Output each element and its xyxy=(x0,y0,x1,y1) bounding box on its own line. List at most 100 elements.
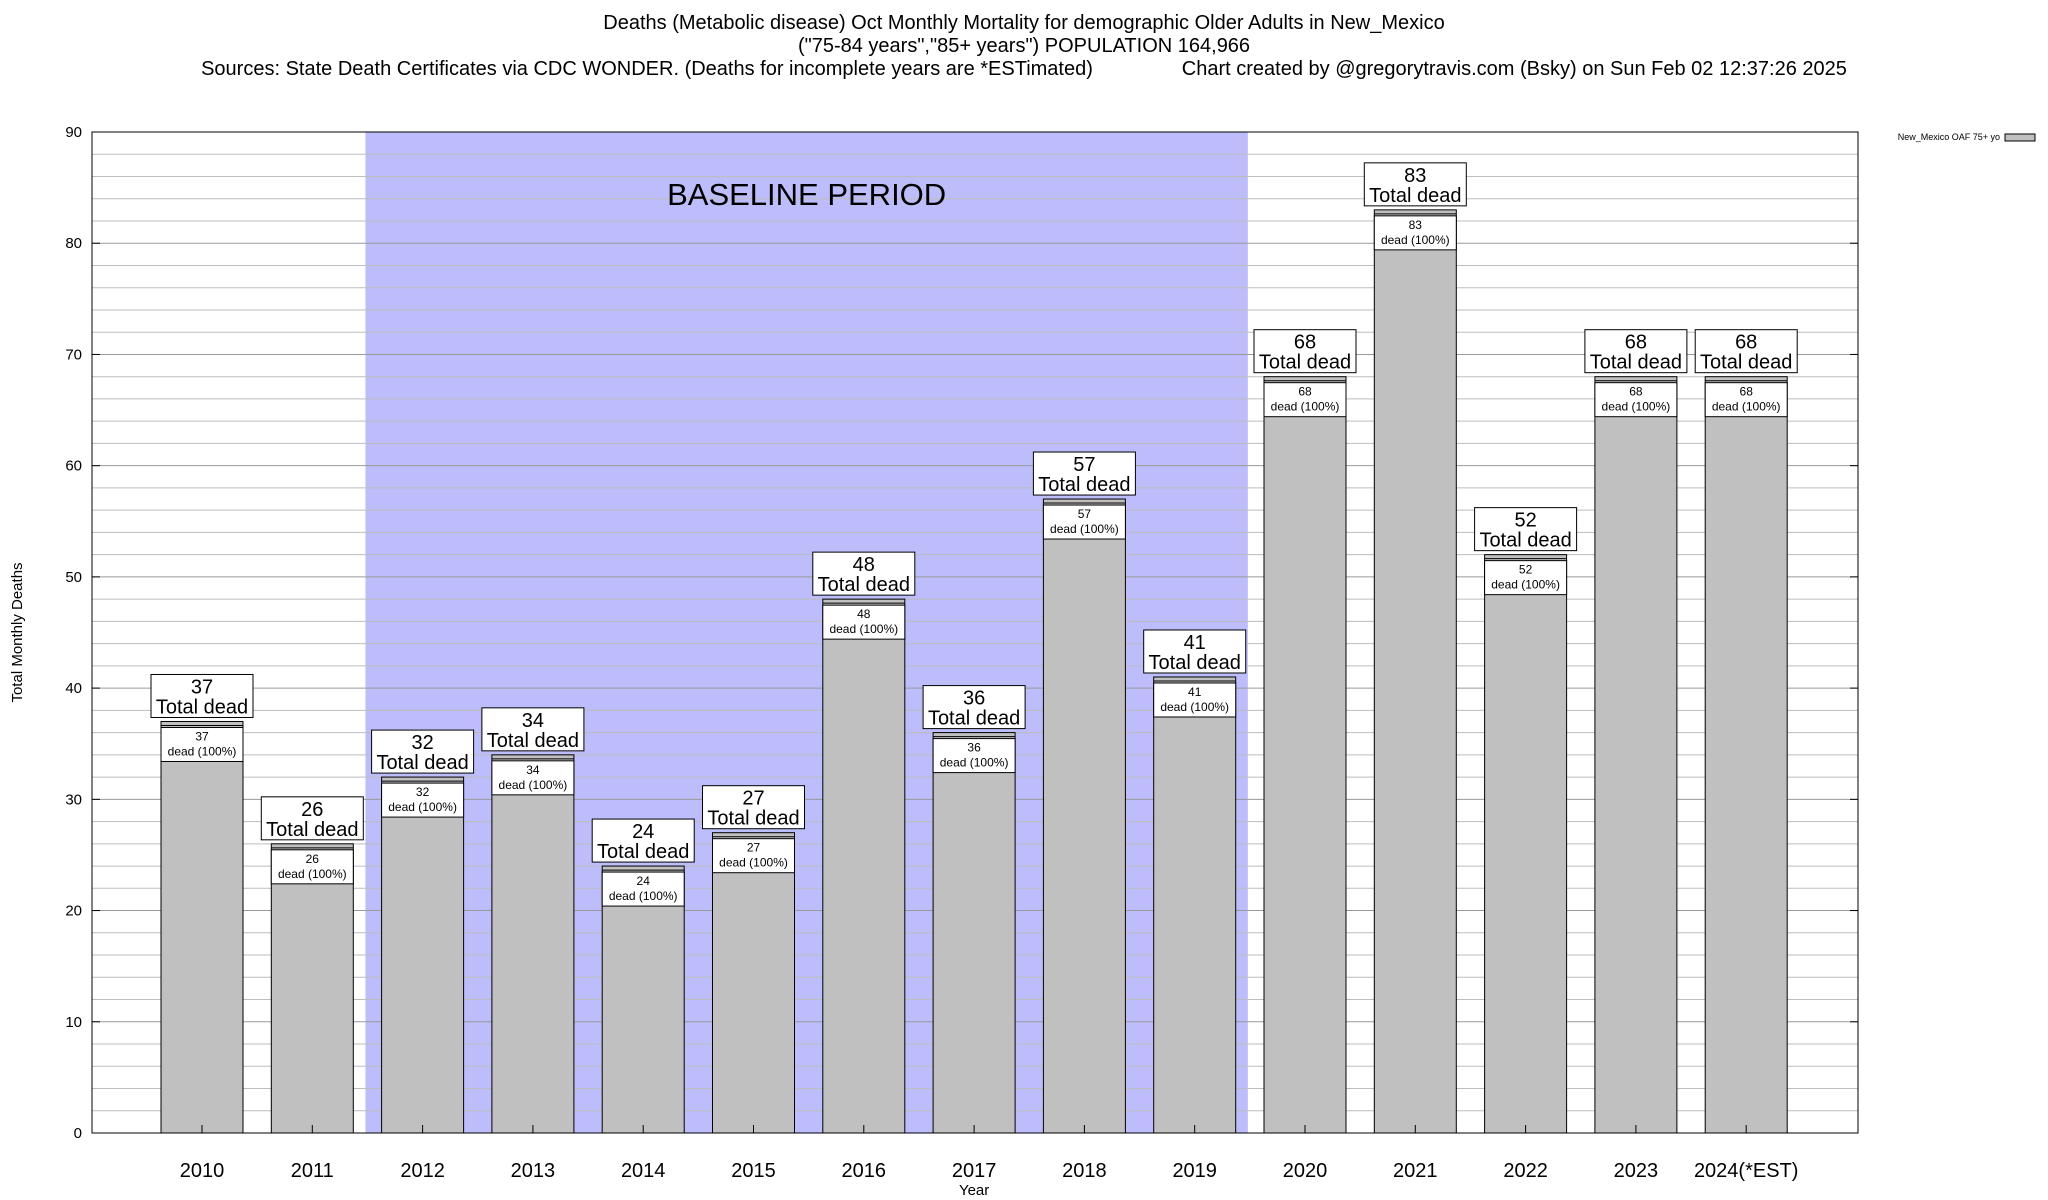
inner-value-label: 32 xyxy=(416,785,430,799)
top-label-box xyxy=(481,707,585,752)
inner-label-box xyxy=(822,604,906,640)
inner-label-box xyxy=(270,849,354,885)
inner-value-label: 41 xyxy=(1188,685,1202,699)
bar-2013 xyxy=(491,754,575,1134)
inner-percent-label: dead (100%) xyxy=(388,800,457,814)
top-value-label: 24 xyxy=(632,821,654,843)
x-axis-label: Year xyxy=(959,1182,989,1199)
bar-2014 xyxy=(601,865,685,1134)
top-total-label: Total dead xyxy=(707,808,799,830)
top-total-label: Total dead xyxy=(818,574,910,596)
inner-value-label: 24 xyxy=(637,874,651,888)
inner-percent-label: dead (100%) xyxy=(499,778,568,792)
x-tick-label: 2014 xyxy=(621,1160,666,1182)
top-label-box xyxy=(1694,329,1798,374)
inner-value-label: 68 xyxy=(1740,385,1754,399)
x-tick-label: 2021 xyxy=(1393,1160,1438,1182)
chart-credit: Chart created by @gregorytravis.com (Bsk… xyxy=(1181,58,1847,80)
top-label-box xyxy=(1143,629,1247,674)
x-tick-label: 2019 xyxy=(1172,1160,1217,1182)
top-label-box xyxy=(812,551,916,596)
y-tick-label: 40 xyxy=(65,680,82,697)
y-tick-label: 90 xyxy=(65,124,82,141)
top-label-box xyxy=(260,796,364,841)
top-total-label: Total dead xyxy=(928,708,1020,730)
chart-sources: Sources: State Death Certificates via CD… xyxy=(201,58,1093,80)
inner-percent-label: dead (100%) xyxy=(1491,578,1560,592)
y-tick-label: 20 xyxy=(65,903,82,920)
inner-value-label: 27 xyxy=(747,841,761,855)
top-total-label: Total dead xyxy=(376,752,468,774)
bar-2016 xyxy=(822,598,906,1134)
inner-label-box xyxy=(1373,215,1457,251)
y-tick-label: 0 xyxy=(74,1125,82,1142)
x-tick-label: 2015 xyxy=(731,1160,776,1182)
top-label-box xyxy=(591,818,695,863)
top-total-label: Total dead xyxy=(1259,352,1351,374)
x-tick-label: 2022 xyxy=(1503,1160,1548,1182)
inner-label-box xyxy=(1594,382,1678,418)
top-value-label: 34 xyxy=(522,710,544,732)
top-total-label: Total dead xyxy=(1700,352,1792,374)
top-value-label: 48 xyxy=(853,554,875,576)
top-total-label: Total dead xyxy=(1038,474,1130,496)
chart-source-line: Sources: State Death Certificates via CD… xyxy=(0,58,2048,81)
top-label-box xyxy=(1363,162,1467,207)
inner-value-label: 34 xyxy=(526,763,540,777)
top-value-label: 36 xyxy=(963,688,985,710)
inner-percent-label: dead (100%) xyxy=(829,622,898,636)
y-tick-label: 60 xyxy=(65,458,82,475)
bar-2018 xyxy=(1042,498,1126,1134)
y-tick-label: 10 xyxy=(65,1014,82,1031)
inner-percent-label: dead (100%) xyxy=(609,889,678,903)
x-tick-label: 2010 xyxy=(180,1160,225,1182)
inner-percent-label: dead (100%) xyxy=(1381,233,1450,247)
x-tick-label: 2012 xyxy=(400,1160,445,1182)
top-value-label: 27 xyxy=(742,788,764,810)
x-tick-label: 2024(*EST) xyxy=(1694,1160,1799,1182)
x-tick-label: 2011 xyxy=(291,1160,334,1182)
top-value-label: 68 xyxy=(1625,332,1647,354)
inner-percent-label: dead (100%) xyxy=(719,856,788,870)
inner-value-label: 26 xyxy=(306,852,320,866)
top-value-label: 37 xyxy=(191,676,213,698)
bar-2022 xyxy=(1484,554,1568,1134)
x-tick-label: 2018 xyxy=(1062,1160,1107,1182)
inner-percent-label: dead (100%) xyxy=(1160,700,1229,714)
inner-percent-label: dead (100%) xyxy=(1050,522,1119,536)
x-tick-label: 2016 xyxy=(842,1160,887,1182)
top-total-label: Total dead xyxy=(487,730,579,752)
inner-label-box xyxy=(601,871,685,907)
inner-percent-label: dead (100%) xyxy=(1602,400,1671,414)
y-axis-label: Total Monthly Deaths xyxy=(9,562,26,702)
top-total-label: Total dead xyxy=(1479,530,1571,552)
inner-percent-label: dead (100%) xyxy=(1271,400,1340,414)
inner-label-box xyxy=(1263,382,1347,418)
y-tick-label: 80 xyxy=(65,235,82,252)
top-value-label: 41 xyxy=(1184,632,1206,654)
chart-titles: Deaths (Metabolic disease) Oct Monthly M… xyxy=(0,12,2048,81)
top-total-label: Total dead xyxy=(266,819,358,841)
top-label-box xyxy=(150,673,254,718)
top-total-label: Total dead xyxy=(597,841,689,863)
inner-label-box xyxy=(932,738,1016,774)
inner-percent-label: dead (100%) xyxy=(278,867,347,881)
x-tick-label: 2013 xyxy=(511,1160,556,1182)
top-label-box xyxy=(1474,507,1578,552)
y-tick-label: 50 xyxy=(65,569,82,586)
inner-label-box xyxy=(381,782,465,818)
inner-label-box xyxy=(1704,382,1788,418)
bar-2024(*EST) xyxy=(1704,376,1788,1134)
bar-2019 xyxy=(1153,676,1237,1134)
inner-value-label: 52 xyxy=(1519,563,1533,577)
y-tick-label: 30 xyxy=(65,791,82,808)
bar-2020 xyxy=(1263,376,1347,1134)
top-value-label: 68 xyxy=(1735,332,1757,354)
legend-label: New_Mexico OAF 75+ yo xyxy=(1898,132,2000,142)
inner-label-box xyxy=(491,760,575,796)
chart-subtitle: ("75-84 years","85+ years") POPULATION 1… xyxy=(797,35,1251,57)
y-tick-label: 70 xyxy=(65,346,82,363)
inner-value-label: 57 xyxy=(1078,507,1092,521)
bar-2021 xyxy=(1373,209,1457,1134)
bar-2010 xyxy=(160,720,244,1134)
